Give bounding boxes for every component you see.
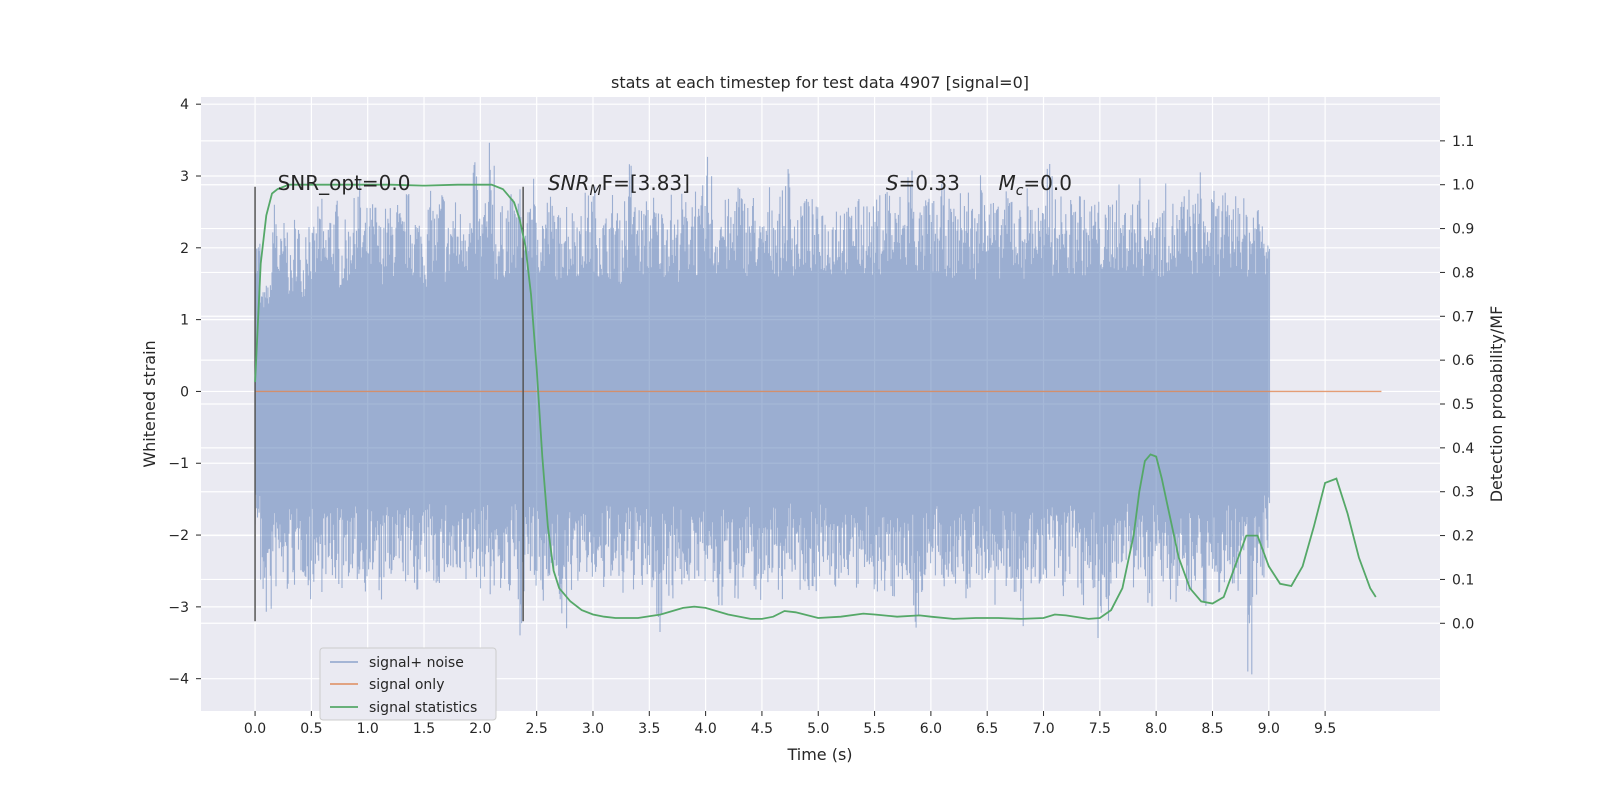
legend-box <box>319 647 497 721</box>
x-tick-label-19: 9.5 <box>1314 721 1336 737</box>
x-tick-label-9: 4.5 <box>751 721 773 737</box>
statistics-line <box>254 183 1377 620</box>
y2-tick-label-10: 1.0 <box>1452 178 1474 194</box>
x-tick-label-5: 2.5 <box>526 721 548 737</box>
x-tick-label-14: 7.0 <box>1032 721 1054 737</box>
x-tick-label-18: 9.0 <box>1258 721 1280 737</box>
y2-tick-label-1: 0.1 <box>1452 572 1474 588</box>
annotation-2: S=0.33 <box>886 171 960 195</box>
y-tick-label-6: 2 <box>180 241 189 257</box>
annotation-0: SNR_opt=0.0 <box>278 171 411 195</box>
y-axis-ticks: −4 −3 −2 −1 0 1 2 3 4 <box>168 97 201 688</box>
legend-label-signal-only: signal only <box>369 677 444 693</box>
annotation-1: SNRMF=[3.83] <box>548 171 690 199</box>
y2-tick-label-2: 0.2 <box>1452 529 1474 545</box>
y2-tick-label-0: 0.0 <box>1452 616 1474 632</box>
y2-tick-label-3: 0.3 <box>1452 485 1474 501</box>
y-tick-label-4: 0 <box>180 384 189 400</box>
x-axis-ticks: 0.0 0.5 1.0 1.5 2.0 2.5 3.0 3.5 4.0 4.5 5.0 5.5 6.0 6… <box>244 711 1336 737</box>
y-tick-label-0: −4 <box>168 672 189 688</box>
legend-label-signal-noise: signal+ noise <box>369 655 464 671</box>
x-axis-label: Time (s) <box>786 745 852 764</box>
x-tick-label-4: 2.0 <box>469 721 491 737</box>
x-tick-label-17: 8.5 <box>1201 721 1223 737</box>
y2-axis-label: Detection probability/MF <box>1487 306 1506 503</box>
x-tick-label-10: 5.0 <box>807 721 829 737</box>
y-tick-label-2: −2 <box>168 528 189 544</box>
annotations: SNR_opt=0.0 SNRMF=[3.83] S=0.33 Mc=0.0 <box>278 171 1072 199</box>
y-tick-label-3: −1 <box>168 456 189 472</box>
legend-label-signal-statistics: signal statistics <box>369 700 477 716</box>
legend: signal+ noise signal only signal statist… <box>319 647 497 721</box>
x-tick-label-0: 0.0 <box>244 721 266 737</box>
y2-tick-label-9: 0.9 <box>1452 222 1474 238</box>
x-tick-label-16: 8.0 <box>1145 721 1167 737</box>
y2-tick-label-4: 0.4 <box>1452 441 1474 457</box>
x-tick-label-3: 1.5 <box>413 721 435 737</box>
x-tick-label-1: 0.5 <box>300 721 322 737</box>
y-tick-label-7: 3 <box>180 169 189 185</box>
y-axis-label: Whitened strain <box>140 340 159 467</box>
x-tick-label-8: 4.0 <box>694 721 716 737</box>
x-tick-label-12: 6.0 <box>920 721 942 737</box>
x-tick-label-11: 5.5 <box>863 721 885 737</box>
y2-tick-label-8: 0.8 <box>1452 265 1474 281</box>
y2-tick-label-5: 0.5 <box>1452 397 1474 413</box>
annotation-3: Mc=0.0 <box>998 171 1072 199</box>
y2-tick-label-11: 1.1 <box>1452 134 1474 150</box>
x-tick-label-13: 6.5 <box>976 721 998 737</box>
x-tick-label-7: 3.5 <box>638 721 660 737</box>
x-tick-label-6: 3.0 <box>582 721 604 737</box>
x-tick-label-2: 1.0 <box>357 721 379 737</box>
vertical-lines <box>254 186 524 622</box>
chart-title: stats at each timestep for test data 490… <box>611 73 1029 92</box>
y-tick-label-5: 1 <box>180 313 189 329</box>
y-tick-label-8: 4 <box>180 97 189 113</box>
x-tick-label-15: 7.5 <box>1089 721 1111 737</box>
y2-tick-label-7: 0.7 <box>1452 309 1474 325</box>
series-signal-statistics <box>254 183 1377 620</box>
y2-tick-label-6: 0.6 <box>1452 353 1474 369</box>
y-tick-label-1: −3 <box>168 600 189 616</box>
y2-axis-ticks: 0.0 0.1 0.2 0.3 0.4 0.5 0.6 0.7 0.8 0.9 1.0 1.1 <box>1440 134 1474 632</box>
